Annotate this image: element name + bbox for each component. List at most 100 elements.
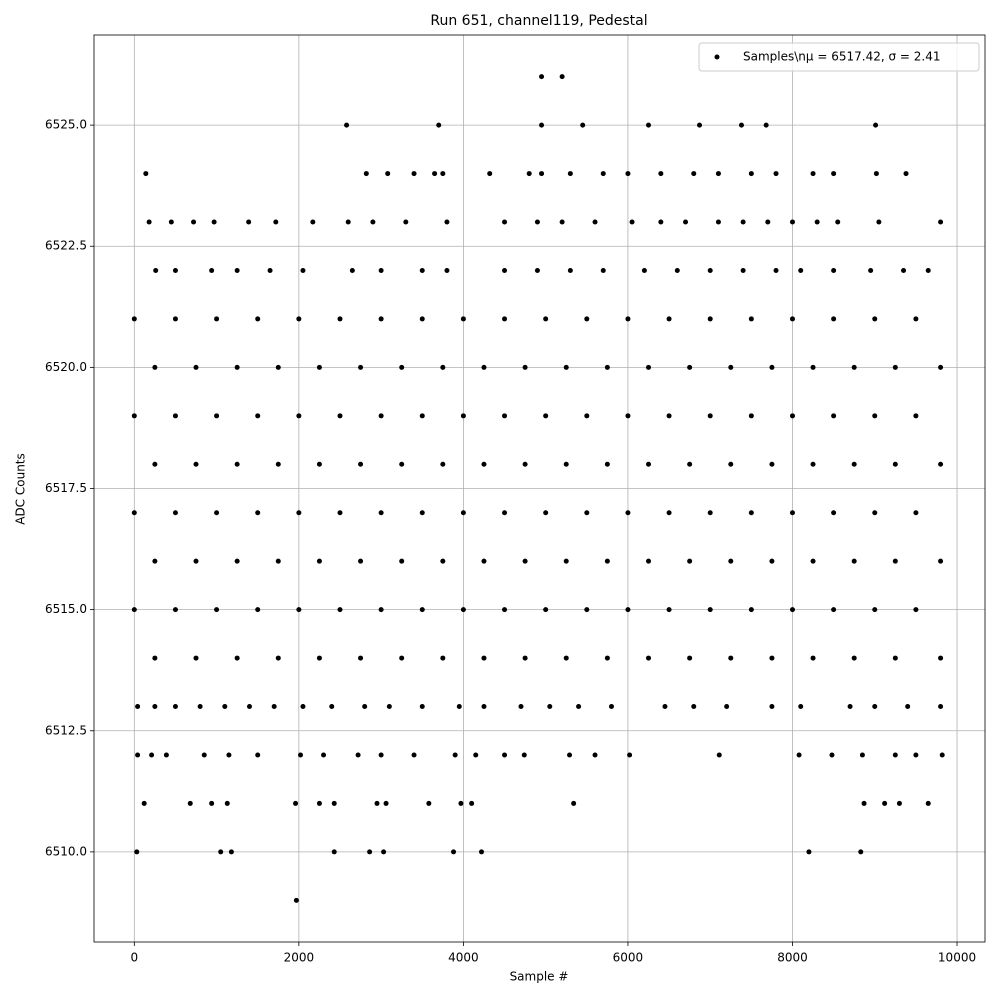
data-point — [806, 849, 812, 855]
data-point — [316, 655, 322, 661]
data-point — [502, 219, 508, 225]
data-point — [584, 413, 590, 419]
data-point — [814, 219, 820, 225]
data-point — [728, 655, 734, 661]
data-point — [748, 413, 754, 419]
data-point — [658, 171, 664, 177]
data-point — [724, 704, 730, 710]
data-point — [666, 413, 672, 419]
data-point — [131, 607, 137, 613]
data-point — [316, 364, 322, 370]
data-point — [913, 510, 919, 516]
data-point — [687, 558, 693, 564]
data-point — [378, 510, 384, 516]
y-tick-label: 6515.0 — [45, 602, 87, 616]
y-tick-label: 6517.5 — [45, 481, 87, 495]
data-point — [539, 171, 545, 177]
data-point — [444, 219, 450, 225]
data-point — [625, 316, 631, 322]
x-tick-label: 0 — [130, 951, 138, 965]
data-point — [386, 704, 392, 710]
data-point — [522, 655, 528, 661]
data-point — [810, 558, 816, 564]
data-point — [411, 752, 417, 758]
data-point — [228, 849, 234, 855]
data-point — [172, 267, 178, 273]
data-point — [604, 364, 610, 370]
data-point — [149, 752, 155, 758]
data-point — [378, 413, 384, 419]
data-point — [385, 171, 391, 177]
data-point — [625, 171, 631, 177]
data-point — [419, 413, 425, 419]
data-point — [592, 752, 598, 758]
data-point — [275, 364, 281, 370]
data-point — [769, 461, 775, 467]
data-point — [567, 171, 573, 177]
data-point — [748, 316, 754, 322]
data-point — [604, 655, 610, 661]
data-point — [658, 219, 664, 225]
data-point — [310, 219, 316, 225]
data-point — [481, 364, 487, 370]
data-point — [502, 267, 508, 273]
data-point — [539, 122, 545, 128]
data-point — [810, 461, 816, 467]
data-point — [131, 413, 137, 419]
data-point — [172, 607, 178, 613]
data-point — [604, 461, 610, 467]
legend-marker — [714, 54, 720, 60]
data-point — [172, 510, 178, 516]
data-point — [789, 607, 795, 613]
data-point — [683, 219, 689, 225]
data-point — [691, 171, 697, 177]
data-point — [271, 704, 277, 710]
data-point — [646, 461, 652, 467]
data-point — [329, 704, 335, 710]
data-point — [296, 510, 302, 516]
data-point — [440, 364, 446, 370]
data-point — [451, 849, 457, 855]
data-point — [432, 171, 438, 177]
data-point — [440, 461, 446, 467]
data-point — [831, 171, 837, 177]
data-point — [604, 558, 610, 564]
data-point — [331, 849, 337, 855]
data-point — [563, 655, 569, 661]
data-point — [201, 752, 207, 758]
data-point — [370, 219, 376, 225]
x-tick-label: 6000 — [613, 951, 644, 965]
data-point — [135, 752, 141, 758]
y-tick-label: 6522.5 — [45, 239, 87, 253]
data-point — [687, 364, 693, 370]
x-tick-label: 10000 — [938, 951, 976, 965]
data-point — [913, 607, 919, 613]
data-point — [773, 171, 779, 177]
chart-title: Run 651, channel119, Pedestal — [430, 13, 647, 29]
data-point — [600, 267, 606, 273]
data-point — [567, 267, 573, 273]
data-point — [452, 752, 458, 758]
data-point — [687, 461, 693, 467]
y-tick-label: 6512.5 — [45, 723, 87, 737]
data-point — [209, 800, 215, 806]
data-point — [769, 364, 775, 370]
data-point — [563, 558, 569, 564]
data-point — [892, 558, 898, 564]
data-point — [625, 607, 631, 613]
data-point — [487, 171, 493, 177]
data-point — [444, 267, 450, 273]
data-point — [419, 607, 425, 613]
x-tick-label: 4000 — [448, 951, 479, 965]
data-point — [403, 219, 409, 225]
data-point — [876, 219, 882, 225]
data-point — [355, 752, 361, 758]
data-point — [331, 800, 337, 806]
data-point — [316, 461, 322, 467]
data-point — [337, 413, 343, 419]
data-point — [275, 461, 281, 467]
data-point — [707, 316, 713, 322]
data-point — [707, 607, 713, 613]
data-point — [378, 267, 384, 273]
